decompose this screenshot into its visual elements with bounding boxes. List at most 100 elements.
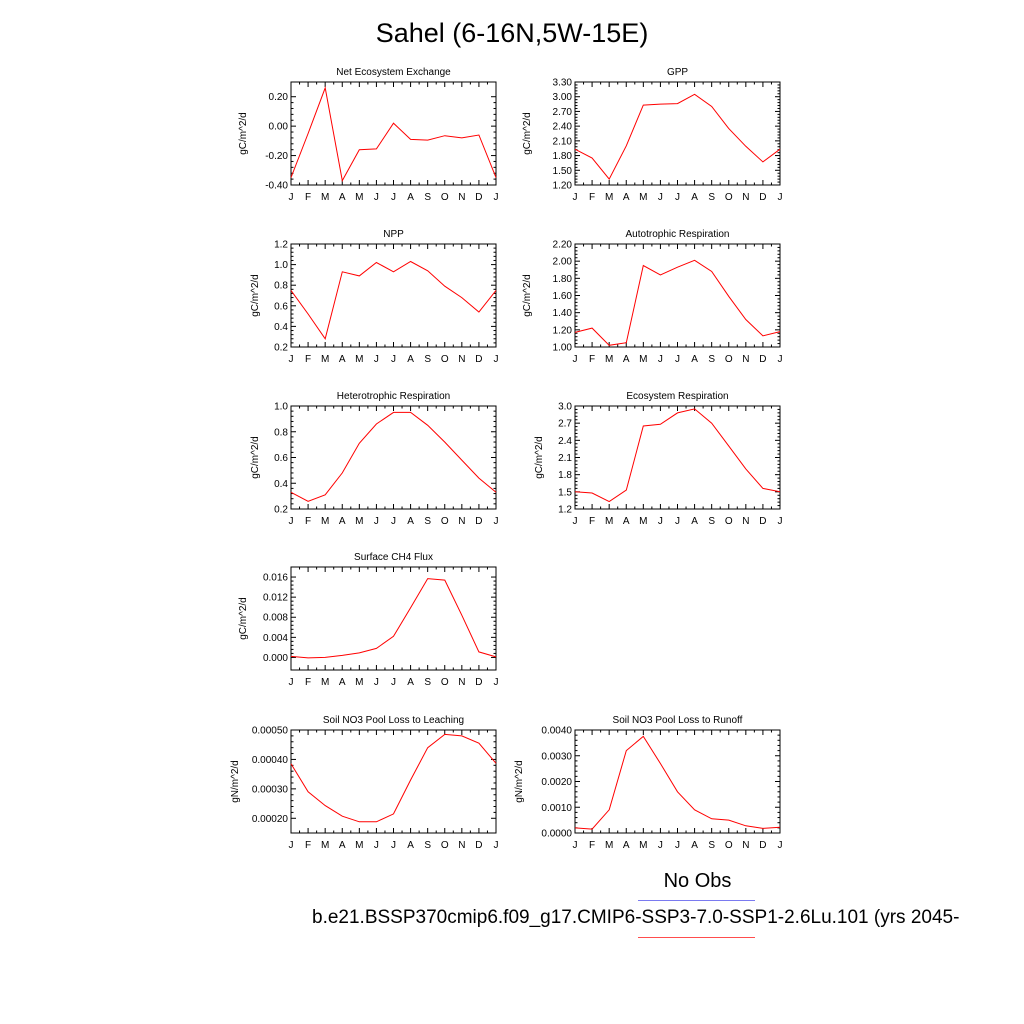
x-tick-label: F (589, 354, 595, 365)
x-tick-label: M (321, 516, 329, 527)
x-tick-label: J (391, 516, 396, 527)
y-tick-label: 0.0030 (541, 751, 572, 762)
y-tick-label: -0.20 (265, 151, 288, 162)
x-tick-label: O (725, 192, 733, 203)
y-tick-label: 2.00 (553, 257, 573, 268)
series-line (290, 86, 497, 183)
x-tick-label: J (658, 354, 663, 365)
y-axis-label: gC/m^2/d (522, 112, 533, 155)
x-tick-label: A (407, 677, 414, 688)
plot-frame (290, 243, 497, 348)
x-tick-label: O (441, 192, 449, 203)
x-tick-label: J (391, 192, 396, 203)
series-line (574, 259, 781, 346)
x-tick-label: F (305, 354, 311, 365)
x-tick-label: A (407, 516, 414, 527)
x-tick-label: M (321, 192, 329, 203)
x-tick-label: D (759, 192, 766, 203)
x-tick-label: M (321, 840, 329, 851)
x-tick-label: S (708, 354, 715, 365)
x-tick-label: O (725, 840, 733, 851)
y-tick-label: 0.004 (263, 633, 288, 644)
x-tick-label: M (605, 840, 613, 851)
y-tick-label: 1.5 (558, 487, 572, 498)
y-tick-label: 0.8 (274, 427, 288, 438)
x-tick-label: A (339, 677, 346, 688)
x-tick-label: J (494, 354, 499, 365)
x-tick-label: A (339, 192, 346, 203)
y-tick-label: 2.40 (553, 122, 573, 133)
x-tick-label: J (675, 354, 680, 365)
x-tick-label: N (742, 840, 749, 851)
x-tick-label: S (708, 192, 715, 203)
y-axis-label: gC/m^2/d (522, 274, 533, 317)
plot-frame (290, 566, 497, 671)
panel-title: Soil NO3 Pool Loss to Leaching (323, 715, 464, 726)
y-axis-label: gN/m^2/d (230, 760, 241, 803)
x-tick-label: M (355, 192, 363, 203)
x-tick-label: J (391, 354, 396, 365)
x-tick-label: J (289, 840, 294, 851)
x-tick-label: M (355, 354, 363, 365)
x-tick-label: S (424, 516, 431, 527)
panel-title: Autotrophic Respiration (626, 229, 730, 240)
x-tick-label: N (742, 354, 749, 365)
x-tick-label: J (494, 677, 499, 688)
x-tick-label: J (494, 516, 499, 527)
y-tick-label: 3.0 (558, 402, 572, 413)
x-tick-label: M (639, 840, 647, 851)
x-tick-label: D (475, 516, 482, 527)
series-line (290, 578, 497, 659)
y-axis-label: gC/m^2/d (238, 112, 249, 155)
x-tick-label: F (305, 192, 311, 203)
x-tick-label: M (605, 354, 613, 365)
y-tick-label: 0.2 (274, 343, 288, 354)
plot-frame (574, 81, 781, 186)
panel-title: Soil NO3 Pool Loss to Runoff (613, 715, 743, 726)
y-tick-label: 0.4 (274, 479, 288, 490)
x-tick-label: D (475, 192, 482, 203)
legend-model-line (638, 937, 755, 938)
x-tick-label: N (742, 192, 749, 203)
y-tick-label: 1.40 (553, 308, 573, 319)
y-tick-label: 2.70 (553, 107, 573, 118)
x-tick-label: J (778, 516, 783, 527)
x-tick-label: M (639, 516, 647, 527)
y-tick-label: 2.1 (558, 453, 572, 464)
y-tick-label: 0.00030 (252, 784, 289, 795)
y-tick-label: 2.20 (553, 240, 573, 251)
plot-frame (574, 729, 781, 834)
y-tick-label: 0.0040 (541, 726, 572, 737)
x-tick-label: M (605, 516, 613, 527)
x-tick-label: S (708, 840, 715, 851)
panel-title: Ecosystem Respiration (626, 391, 728, 402)
x-tick-label: M (605, 192, 613, 203)
plot-frame (574, 243, 781, 348)
series-line (290, 260, 497, 340)
y-axis-label: gC/m^2/d (238, 597, 249, 640)
x-tick-label: M (355, 516, 363, 527)
x-tick-label: F (589, 192, 595, 203)
x-tick-label: N (458, 516, 465, 527)
x-tick-label: J (494, 192, 499, 203)
y-tick-label: 1.50 (553, 166, 573, 177)
x-tick-label: J (573, 516, 578, 527)
y-tick-label: 1.2 (558, 505, 572, 516)
x-tick-label: M (321, 354, 329, 365)
x-tick-label: A (339, 840, 346, 851)
figure-title: Sahel (6-16N,5W-15E) (375, 18, 649, 48)
y-tick-label: 1.80 (553, 151, 573, 162)
x-tick-label: J (573, 192, 578, 203)
x-tick-label: A (691, 192, 698, 203)
panel-title: Surface CH4 Flux (354, 552, 433, 563)
x-tick-label: N (458, 192, 465, 203)
x-tick-label: D (475, 677, 482, 688)
y-tick-label: 0.0010 (541, 803, 572, 814)
y-tick-label: 1.8 (558, 470, 572, 481)
y-tick-label: 2.7 (558, 419, 572, 430)
y-tick-label: 0.00 (269, 122, 289, 133)
